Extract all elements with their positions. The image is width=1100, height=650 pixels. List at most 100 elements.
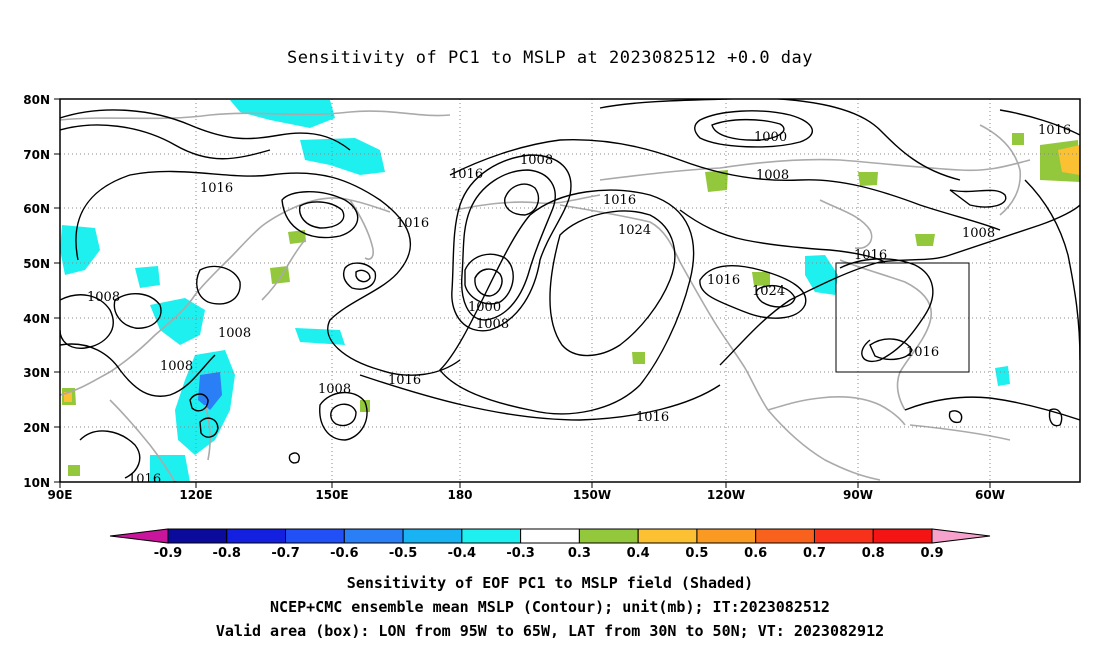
- contour-line: [461, 169, 556, 321]
- colorbar-high-end-arrow: [931, 528, 991, 544]
- shade-negative-patch: [150, 455, 190, 482]
- lat-label: 80N: [23, 93, 50, 107]
- contour-line: [549, 210, 676, 357]
- contour-line: [75, 170, 461, 376]
- shade-negative-patch: [805, 255, 838, 295]
- latitude-labels: 80N 70N 60N 50N 40N 30N 20N 10N: [23, 93, 50, 490]
- contour-line: [869, 338, 913, 361]
- contour-line: [281, 191, 359, 239]
- colorbar-tick-label: -0.7: [271, 546, 299, 561]
- contour-line: [948, 410, 963, 424]
- shade-positive-patch: [64, 392, 72, 402]
- colorbar-labels: -0.9 -0.8 -0.7 -0.6 -0.5 -0.4 -0.3 0.3 0.4 0.5 0.6…: [154, 546, 944, 561]
- contour-line: [288, 452, 300, 464]
- coastline-east-asia: [60, 197, 391, 396]
- colorbar-tick-label: -0.3: [506, 546, 534, 561]
- contour-label: 1016: [1038, 123, 1071, 138]
- contour-label: 1008: [962, 226, 995, 241]
- shade-positive-patch: [705, 170, 728, 192]
- contour-line: [449, 138, 1001, 231]
- contour-label: 1024: [752, 284, 785, 299]
- valid-area-box: [835, 262, 970, 373]
- shade-negative-patch: [135, 266, 160, 288]
- map-plot-area: 1016 1016 1000 1016 1008 1016 1016 1008 …: [60, 99, 1080, 482]
- contour-line: [439, 189, 695, 415]
- contour-line: [694, 110, 813, 148]
- lon-label: 150E: [315, 488, 348, 502]
- contour-line: [711, 118, 785, 141]
- coastline-caribbean: [909, 424, 1011, 441]
- contour-line: [319, 391, 368, 441]
- contour-line: [189, 393, 209, 412]
- contour-line: [79, 430, 141, 479]
- shade-negative-patch: [60, 225, 100, 275]
- caption-line-3: Valid area (box): LON from 95W to 65W, L…: [215, 622, 885, 640]
- coastline-alaska: [454, 194, 601, 211]
- contour-line: [504, 183, 540, 216]
- contour-line: [343, 262, 377, 290]
- coastline-greenland: [979, 124, 1022, 216]
- lat-label: 70N: [23, 148, 50, 162]
- shade-negative-patch: [295, 328, 345, 345]
- colorbar-tick-label: 0.9: [920, 546, 943, 561]
- colorbar-low-end-arrow: [109, 528, 169, 544]
- lat-label: 40N: [23, 312, 50, 326]
- colorbar-cell: [696, 528, 757, 544]
- colorbar-tick-label: -0.9: [154, 546, 182, 561]
- contour-line: [196, 265, 241, 305]
- contour-line: [699, 265, 807, 319]
- colorbar: -0.9 -0.8 -0.7 -0.6 -0.5 -0.4 -0.3 0.3 0.4 0.5 0.6…: [109, 528, 991, 561]
- lon-label: 60W: [975, 488, 1005, 502]
- plot-title: Sensitivity of PC1 to MSLP at 2023082512…: [286, 48, 813, 68]
- coastline-central-america: [767, 409, 881, 481]
- colorbar-tick-label: 0.8: [862, 546, 885, 561]
- colorbar-cells: [167, 528, 933, 544]
- lon-label: 90W: [843, 488, 873, 502]
- shade-negative-patch: [995, 366, 1010, 386]
- axis-ticks: [54, 98, 991, 488]
- contour-line: [451, 154, 572, 332]
- contour-label: 1008: [87, 290, 120, 305]
- colorbar-tick-label: 0.7: [803, 546, 826, 561]
- contour-line: [199, 417, 219, 438]
- longitude-labels: 90E 120E 150E 180 150W 120W 90W 60W: [48, 488, 1005, 502]
- plot-background: [60, 99, 1080, 482]
- colorbar-tick-label: 0.5: [685, 546, 708, 561]
- coastline-arctic-siberia: [60, 110, 451, 121]
- colorbar-cell: [167, 528, 228, 544]
- contour-line: [60, 294, 114, 349]
- contour-label: 1016: [707, 273, 740, 288]
- lat-label: 20N: [23, 421, 50, 435]
- lon-label: 150W: [573, 488, 611, 502]
- coastline-us-east: [839, 259, 932, 411]
- coastline-hudson-bay: [819, 199, 873, 250]
- coastline-gulf-mexico: [767, 396, 906, 426]
- colorbar-tick-label: 0.6: [744, 546, 767, 561]
- contour-label: 1000: [468, 300, 501, 315]
- contour-line: [839, 258, 934, 363]
- colorbar-cell: [285, 528, 345, 544]
- colorbar-tick-label: -0.6: [330, 546, 358, 561]
- contour-label: 1008: [318, 382, 351, 397]
- colorbar-cell: [226, 528, 287, 544]
- colorbar-tick-label: -0.4: [448, 546, 476, 561]
- colorbar-cell: [343, 528, 404, 544]
- contour-label: 1000: [754, 130, 787, 145]
- coastline-japan: [261, 239, 306, 301]
- contour-line: [1024, 179, 1080, 361]
- colorbar-cell: [461, 528, 522, 544]
- contour-label: 1024: [618, 223, 651, 238]
- shade-positive-patch: [915, 234, 935, 246]
- caption-line-2: NCEP+CMC ensemble mean MSLP (Contour); u…: [270, 598, 830, 616]
- colorbar-cell: [402, 528, 463, 544]
- contour-line: [999, 109, 1080, 136]
- contour-line: [60, 124, 271, 160]
- sensitivity-shading: [60, 100, 1080, 482]
- colorbar-tick-label: 0.4: [627, 546, 650, 561]
- shade-positive-patch: [1058, 145, 1080, 175]
- contour-label: 1016: [854, 248, 887, 263]
- map-frame: [59, 98, 1081, 483]
- contour-line: [113, 293, 162, 329]
- colorbar-cell: [637, 528, 698, 544]
